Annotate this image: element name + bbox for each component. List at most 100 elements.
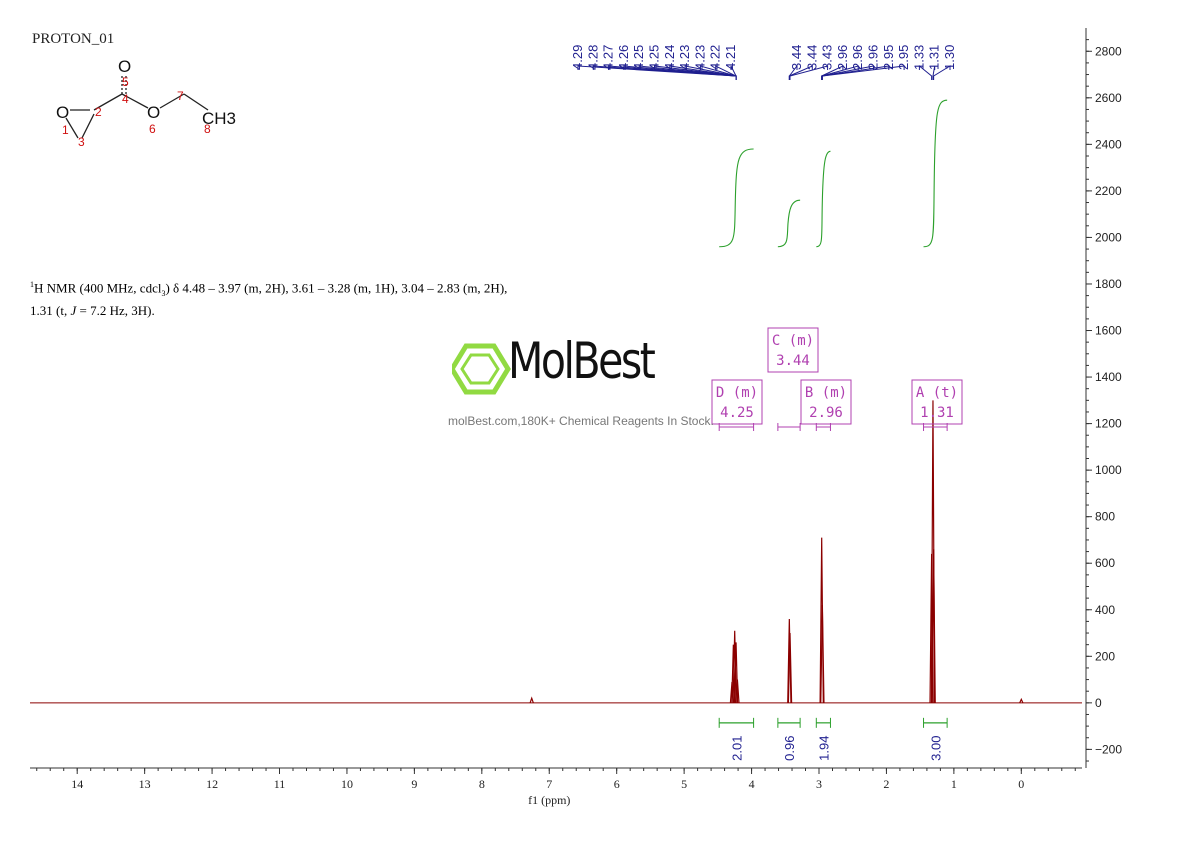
atom-o1: O bbox=[56, 103, 69, 122]
nmr-line2-pre: 1.31 (t, bbox=[30, 302, 71, 318]
x-tick-label: 10 bbox=[341, 777, 353, 791]
y-tick-label: 800 bbox=[1095, 510, 1115, 524]
integral-curve bbox=[777, 199, 801, 248]
multiplet-label: B (m) bbox=[805, 385, 847, 401]
nmr-description-line1: 1H NMR (400 MHz, cdcl3) δ 4.48 – 3.97 (m… bbox=[30, 276, 650, 302]
atom-number-5: 5 bbox=[122, 75, 129, 89]
peak-label-connector bbox=[788, 65, 813, 80]
benzene-logo-icon bbox=[452, 343, 511, 395]
atom-number-8: 8 bbox=[204, 122, 211, 136]
y-tick-label: 1800 bbox=[1095, 277, 1122, 291]
integral-curve bbox=[923, 99, 948, 248]
peak-label-connector bbox=[821, 65, 905, 80]
peak-label: 4.24 bbox=[662, 45, 677, 70]
multiplet-box bbox=[911, 379, 963, 425]
y-tick-label: 2400 bbox=[1095, 137, 1122, 151]
multiplet-shift: 3.44 bbox=[776, 353, 810, 369]
x-tick-label: 6 bbox=[614, 777, 620, 791]
integral-curve bbox=[719, 148, 754, 248]
y-tick-label: 200 bbox=[1095, 649, 1115, 663]
spectrum-peak bbox=[1019, 697, 1024, 704]
peak-label: 4.26 bbox=[616, 45, 631, 70]
bond-o1-c3 bbox=[65, 117, 79, 139]
spectrum-title: PROTON_01 bbox=[32, 31, 115, 47]
x-tick-label: 0 bbox=[1018, 777, 1024, 791]
y-tick-label: 2600 bbox=[1095, 91, 1122, 105]
peak-label: 1.30 bbox=[942, 45, 957, 70]
peak-label: 2.96 bbox=[850, 45, 865, 70]
integral-value: 2.01 bbox=[729, 736, 744, 761]
nmr-line1-pre: H NMR (400 MHz, cdcl bbox=[34, 280, 162, 296]
peak-label: 4.21 bbox=[723, 45, 738, 70]
peak-label-connector bbox=[933, 65, 951, 80]
integral-curve bbox=[816, 150, 831, 248]
subscript-3: 3 bbox=[161, 288, 166, 298]
atom-number-1: 1 bbox=[62, 123, 69, 137]
peak-label: 1.33 bbox=[911, 45, 926, 70]
nmr-line2-post: = 7.2 Hz, 3H). bbox=[76, 302, 155, 318]
integral-value: 0.96 bbox=[782, 736, 797, 761]
x-axis-label: f1 (ppm) bbox=[528, 793, 570, 807]
peak-label-connector bbox=[932, 65, 936, 80]
bond-c7-c8 bbox=[183, 93, 209, 111]
integral-value: 3.00 bbox=[928, 736, 943, 761]
y-tick-label: −200 bbox=[1095, 742, 1122, 756]
peak-label: 3.44 bbox=[804, 45, 819, 70]
spectrum-peak bbox=[529, 696, 534, 704]
peak-label: 2.95 bbox=[881, 45, 896, 70]
y-tick-label: 1400 bbox=[1095, 370, 1122, 384]
y-tick-label: 600 bbox=[1095, 556, 1115, 570]
peak-label: 4.28 bbox=[585, 45, 600, 70]
y-tick-label: 0 bbox=[1095, 696, 1102, 710]
peak-label-connector bbox=[789, 65, 829, 80]
atom-number-7: 7 bbox=[177, 89, 184, 103]
multiplet-shift: 2.96 bbox=[809, 405, 843, 421]
x-tick-label: 4 bbox=[749, 777, 755, 791]
bond-c2-c3 bbox=[81, 113, 95, 139]
x-tick-label: 2 bbox=[883, 777, 889, 791]
multiplet-box bbox=[767, 327, 819, 373]
x-tick-label: 12 bbox=[206, 777, 218, 791]
peak-label: 4.27 bbox=[601, 45, 616, 70]
peak-label: 2.96 bbox=[835, 45, 850, 70]
peak-label-connector bbox=[730, 65, 737, 80]
x-tick-label: 13 bbox=[139, 777, 151, 791]
y-tick-label: 2200 bbox=[1095, 184, 1122, 198]
nmr-description-line2: 1.31 (t, J = 7.2 Hz, 3H). bbox=[30, 302, 650, 319]
spectrum-peak bbox=[820, 605, 825, 703]
atom-number-3: 3 bbox=[78, 135, 85, 149]
multiplet-label: A (t) bbox=[916, 385, 958, 401]
peak-label: 4.25 bbox=[631, 45, 646, 70]
atom-number-4: 4 bbox=[122, 92, 129, 106]
x-tick-label: 9 bbox=[411, 777, 417, 791]
bond-c4-o6 bbox=[121, 93, 149, 109]
x-tick-label: 7 bbox=[546, 777, 552, 791]
nmr-line1-post: ) δ 4.48 – 3.97 (m, 2H), 3.61 – 3.28 (m,… bbox=[165, 280, 508, 296]
x-tick-label: 8 bbox=[479, 777, 485, 791]
spectrum-peak bbox=[787, 633, 793, 703]
y-tick-label: 1000 bbox=[1095, 463, 1122, 477]
multiplet-box bbox=[711, 379, 763, 425]
molbest-tagline: molBest.com,180K+ Chemical Reagents In S… bbox=[448, 414, 714, 428]
y-tick-label: 1200 bbox=[1095, 417, 1122, 431]
spectrum-peak bbox=[735, 679, 740, 703]
x-tick-label: 3 bbox=[816, 777, 822, 791]
x-tick-label: 14 bbox=[71, 777, 83, 791]
peak-label: 2.95 bbox=[896, 45, 911, 70]
peak-label-connector bbox=[918, 64, 933, 80]
multiplet-box bbox=[800, 379, 852, 425]
x-tick-label: 1 bbox=[951, 777, 957, 791]
atom-number-6: 6 bbox=[149, 122, 156, 136]
peak-label: 3.43 bbox=[820, 45, 835, 70]
y-tick-label: 1600 bbox=[1095, 324, 1122, 338]
bond-c2-c4 bbox=[93, 93, 123, 111]
integral-value: 1.94 bbox=[816, 736, 831, 761]
peak-label: 4.23 bbox=[692, 45, 707, 70]
peak-label: 4.22 bbox=[708, 45, 723, 70]
x-tick-label: 11 bbox=[274, 777, 286, 791]
nmr-description: 1H NMR (400 MHz, cdcl3) δ 4.48 – 3.97 (m… bbox=[30, 276, 650, 319]
x-tick-label: 5 bbox=[681, 777, 687, 791]
peak-label: 4.29 bbox=[570, 45, 585, 70]
multiplet-label: D (m) bbox=[716, 385, 758, 401]
